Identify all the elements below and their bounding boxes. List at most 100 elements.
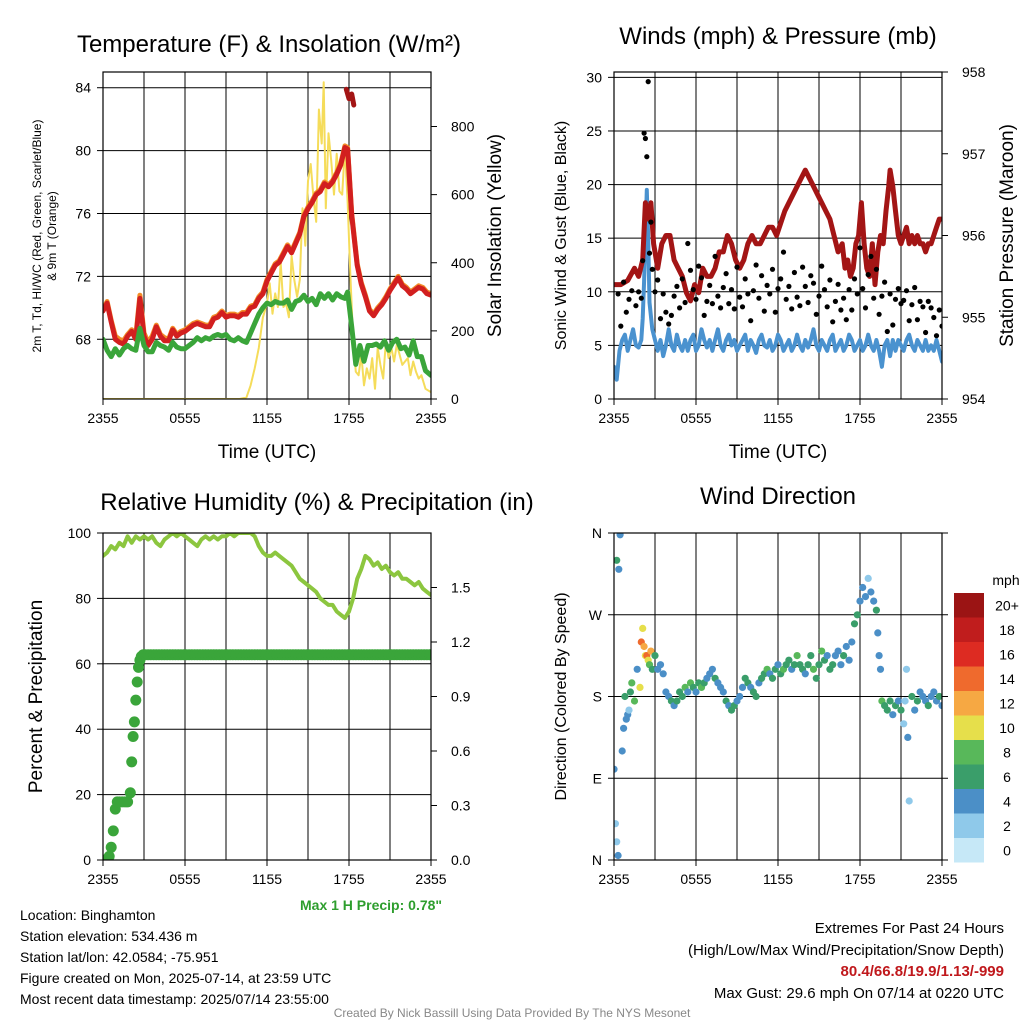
data-point: [930, 688, 938, 696]
data-point: [783, 296, 789, 302]
data-point: [738, 683, 747, 692]
data-point: [876, 311, 882, 317]
data-point: [780, 249, 787, 255]
data-point: [107, 825, 119, 837]
data-point: [830, 319, 836, 325]
data-point: [859, 583, 867, 592]
data-point: [802, 283, 808, 289]
data-point: [636, 683, 644, 692]
data-point: [813, 311, 819, 317]
data-point: [645, 79, 651, 85]
data-point: [638, 295, 644, 301]
data-point: [815, 661, 823, 669]
y-tick-label: 0: [83, 852, 91, 868]
data-point: [723, 271, 729, 277]
y-tick-right-label: 955: [962, 309, 986, 325]
data-point: [734, 264, 740, 270]
data-point: [687, 267, 694, 273]
y-axis-label: Direction (Colored By Speed): [553, 592, 570, 800]
data-point: [660, 291, 666, 297]
y-tick-label: N: [592, 852, 602, 868]
max-gust: Max Gust: 29.6 mph On 07/14 at 0220 UTC: [713, 984, 1004, 1002]
data-point: [648, 665, 656, 673]
data-point: [785, 656, 793, 664]
series-line: [614, 187, 942, 382]
y-tick-right-label: 0: [451, 391, 459, 407]
data-point: [692, 688, 700, 696]
colorbar-swatch: [954, 764, 984, 789]
data-point: [838, 307, 844, 313]
panel-temp: Temperature (F) & Insolation (W/m²) 2355 0…: [30, 31, 506, 463]
data-point: [804, 661, 812, 669]
x-tick-label: 2355: [87, 410, 118, 426]
series-line: [103, 145, 431, 348]
data-point: [805, 299, 811, 306]
colorbar-label: 16: [999, 646, 1015, 662]
data-point: [633, 665, 641, 673]
data-point: [126, 756, 138, 768]
y-tick-label: 80: [75, 590, 91, 606]
data-point: [774, 661, 782, 669]
data-point: [901, 697, 909, 705]
x-axis-label: Time (UTC): [218, 442, 317, 463]
data-point: [786, 283, 792, 289]
data-point: [931, 314, 937, 321]
data-point: [621, 692, 629, 701]
y-axis-label: 2m T, Td, HI/WC (Red, Green, Scarlet/Blu…: [30, 120, 44, 353]
x-tick-label: 1155: [252, 410, 282, 426]
data-point: [655, 277, 661, 283]
y-tick-label: 20: [75, 787, 91, 803]
data-point: [105, 841, 117, 853]
data-point: [876, 665, 885, 673]
x-tick-label: 2355: [926, 410, 957, 426]
x-tick-label: 2355: [598, 410, 629, 426]
data-point: [772, 309, 778, 315]
data-point: [939, 323, 942, 329]
y-axis-right-label: Station Pressure (Maroon): [997, 124, 1018, 347]
data-point: [884, 328, 890, 335]
data-point: [761, 308, 767, 314]
y-tick-label: 60: [75, 656, 91, 672]
panel-rh: Relative Humidity (%) & Precipitation (i…: [26, 489, 534, 887]
data-point: [925, 298, 931, 304]
data-point: [127, 731, 139, 742]
data-point: [924, 702, 932, 710]
colorbar-title: mph: [992, 572, 1019, 588]
y-tick-label: S: [593, 689, 602, 705]
colorbar-swatch: [954, 593, 984, 618]
data-point: [819, 263, 825, 269]
data-point: [843, 317, 849, 323]
data-point: [793, 652, 801, 660]
data-point: [696, 263, 702, 269]
y-tick-right-label: 954: [962, 391, 986, 407]
data-point: [618, 747, 626, 755]
x-tick-label: 0555: [680, 871, 711, 887]
data-point: [842, 642, 850, 651]
data-point: [701, 312, 707, 318]
data-point: [886, 697, 894, 705]
data-point: [720, 284, 726, 291]
data-point: [130, 694, 142, 706]
data-point: [853, 611, 861, 619]
figure-created: Figure created on Mon, 2025-07-14, at 23…: [20, 970, 332, 986]
y-tick-label: 84: [75, 80, 91, 96]
y-tick-right-label: 200: [451, 323, 475, 339]
data-point: [668, 312, 675, 318]
data-point: [764, 282, 770, 288]
data-point: [640, 642, 648, 651]
data-point: [728, 287, 735, 293]
series-line: [103, 81, 431, 399]
data-point: [856, 597, 864, 605]
data-point: [879, 293, 885, 299]
data-point: [933, 333, 940, 339]
data-point: [715, 293, 721, 299]
data-point: [867, 588, 875, 596]
data-point: [895, 286, 901, 292]
data-point: [809, 665, 818, 673]
data-point: [663, 309, 669, 315]
data-point: [904, 733, 912, 742]
data-point: [854, 291, 860, 297]
data-point: [920, 304, 926, 310]
data-point: [614, 556, 621, 564]
data-point: [709, 301, 716, 307]
